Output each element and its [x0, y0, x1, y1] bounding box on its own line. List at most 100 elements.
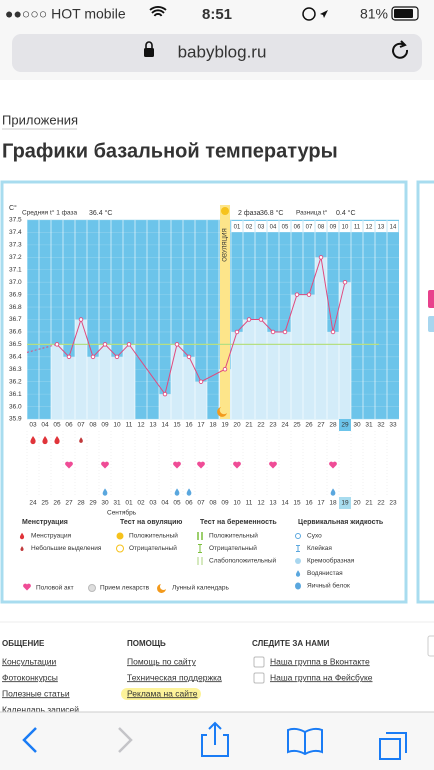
day-label: 14: [161, 422, 169, 429]
y-tick-label: 36.5: [9, 341, 22, 348]
diff-label: Разница t°: [296, 209, 328, 217]
date-label: 21: [365, 500, 373, 507]
y-tick-label: 37.2: [9, 254, 22, 261]
day-label: 09: [101, 422, 109, 429]
legend-icon: [198, 544, 202, 553]
drop-icon: [295, 570, 301, 577]
temp-point[interactable]: [306, 292, 312, 297]
lock-icon: [144, 48, 154, 57]
temp-point[interactable]: [234, 329, 240, 335]
temp-point[interactable]: [294, 292, 300, 297]
day-label: 27: [317, 422, 325, 429]
y-tick-label: 36.8: [9, 304, 22, 311]
moon-icon: [217, 407, 227, 417]
footer-link[interactable]: Консультации: [2, 656, 57, 666]
legend-item: Отрицательный: [129, 544, 177, 552]
temp-point[interactable]: [282, 329, 288, 335]
day-label: 16: [185, 422, 193, 429]
day-label: 33: [389, 422, 397, 429]
side-button[interactable]: [428, 316, 434, 332]
side-button[interactable]: [428, 290, 434, 308]
temp-point[interactable]: [246, 317, 252, 322]
date-label: 12: [257, 500, 265, 507]
url-text[interactable]: babyblog.ru: [178, 42, 267, 61]
temp-point[interactable]: [330, 329, 336, 335]
back-button[interactable]: [22, 727, 37, 753]
legend-item: Менструация: [31, 533, 72, 540]
phase2-day: 10: [342, 225, 349, 231]
share-button[interactable]: [201, 721, 229, 757]
footer-link[interactable]: Фотоконкурсы: [2, 672, 58, 682]
phase2-day: 11: [354, 225, 361, 231]
day-label: 10: [113, 422, 121, 429]
temp-point[interactable]: [318, 255, 324, 260]
temp-point[interactable]: [54, 342, 60, 347]
temp-point[interactable]: [258, 317, 264, 322]
legend-icon: [296, 545, 300, 552]
footer-link[interactable]: Календарь записей: [2, 704, 79, 714]
temp-point[interactable]: [186, 354, 192, 360]
temp-column: [159, 394, 171, 419]
temp-point[interactable]: [90, 354, 96, 360]
footer-link[interactable]: Техническая поддержка: [127, 672, 222, 682]
date-label: 26: [53, 500, 61, 507]
drop-icon: [19, 532, 25, 540]
footer-heading: ПОМОЩЬ: [127, 639, 166, 648]
temp-column: [123, 344, 135, 419]
url-bar[interactable]: [12, 34, 422, 72]
legend-icon: [295, 558, 301, 564]
temp-point[interactable]: [126, 342, 132, 347]
ovulation-label: ОВУЛЯЦИЯ: [223, 228, 229, 261]
phase2-day: 08: [318, 225, 325, 231]
temp-column: [183, 356, 195, 419]
drop-icon: [174, 488, 180, 496]
date-label: 11: [246, 500, 253, 507]
footer-link[interactable]: Наша группа в Вконтакте: [270, 656, 370, 666]
date-label: 18: [329, 500, 337, 507]
legend-item: Слабоположительный: [209, 557, 277, 565]
legend-icon: [197, 557, 203, 565]
footer-heading: ОБЩЕНИЕ: [2, 639, 45, 648]
temp-point[interactable]: [66, 354, 72, 360]
footer-link[interactable]: Наша группа на Фейсбуке: [270, 672, 373, 682]
day-label: 18: [209, 422, 217, 429]
date-label: 07: [197, 500, 205, 507]
temp-point[interactable]: [270, 329, 276, 335]
temp-point[interactable]: [342, 279, 348, 285]
temp-point[interactable]: [102, 342, 108, 347]
diff-value: 0.4 °C: [336, 209, 356, 217]
temp-point[interactable]: [162, 391, 168, 397]
day-label: 20: [233, 422, 241, 429]
lead-in: [26, 343, 58, 353]
phase2-cell: [231, 221, 243, 232]
bookmarks-button[interactable]: [287, 727, 323, 756]
phase2-day: 04: [270, 225, 277, 231]
battery-percent: 81%: [360, 6, 388, 22]
date-label: 29: [89, 500, 97, 507]
legend-item: Клейкая: [307, 544, 332, 552]
temp-point[interactable]: [114, 354, 120, 360]
temp-point[interactable]: [78, 317, 84, 322]
temp-point[interactable]: [222, 367, 228, 372]
y-tick-label: 37.5: [9, 217, 22, 224]
date-label: 03: [149, 500, 157, 507]
phase2-day: 02: [246, 225, 253, 231]
legend-icon: [295, 582, 301, 590]
legend-item: Водянистая: [307, 570, 343, 577]
forward-button[interactable]: [118, 727, 133, 753]
tabs-button[interactable]: [379, 732, 407, 760]
footer-link[interactable]: Полезные статьи: [2, 688, 70, 698]
temp-point[interactable]: [174, 342, 180, 347]
temp-column: [243, 319, 255, 419]
footer-link[interactable]: Реклама на сайте: [127, 688, 198, 698]
reload-icon[interactable]: [392, 42, 409, 59]
heart-icon: [269, 461, 277, 469]
heart-icon: [197, 461, 205, 469]
date-label: 22: [377, 500, 385, 507]
phase2-value: 36.8 °C: [260, 209, 283, 217]
temp-column: [75, 319, 87, 419]
footer-link[interactable]: Помощь по сайту: [127, 656, 197, 666]
battery-level: [394, 9, 413, 18]
breadcrumb[interactable]: Приложения: [2, 112, 78, 127]
temp-point[interactable]: [198, 379, 204, 384]
